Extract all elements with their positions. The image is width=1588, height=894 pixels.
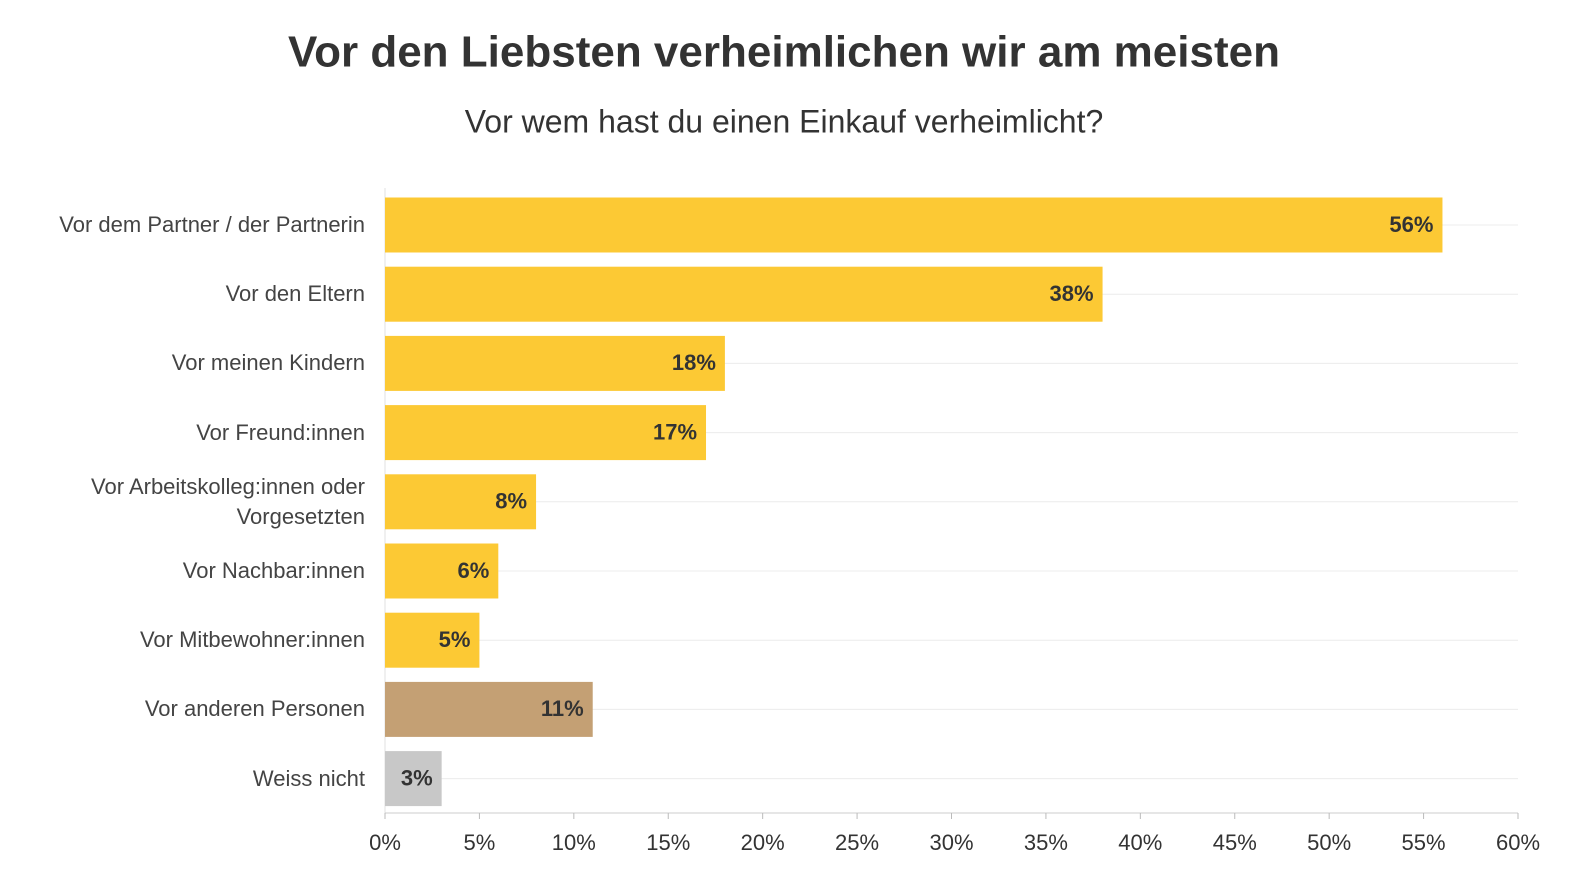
value-label: 18% [672, 350, 716, 375]
bar [385, 335, 725, 391]
y-tick-label: Vor meinen Kindern [171, 350, 365, 376]
bar [385, 612, 480, 668]
bar [385, 197, 1443, 253]
value-label: 5% [439, 627, 471, 652]
y-tick-label: Vor den Eltern [225, 281, 365, 307]
x-tick-label: 10% [552, 830, 596, 855]
y-tick-label: Vor dem Partner / der Partnerin [59, 212, 365, 237]
value-label: 38% [1050, 281, 1094, 306]
bar [385, 474, 537, 530]
bar [385, 751, 442, 807]
x-tick-label: 15% [646, 830, 690, 855]
x-tick-label: 55% [1402, 830, 1446, 855]
x-tick-label: 25% [835, 830, 879, 855]
y-tick-label: Weiss nicht [252, 765, 365, 791]
x-tick-label: 5% [464, 830, 496, 855]
value-label: 8% [495, 489, 527, 514]
x-tick-label: 45% [1213, 830, 1257, 855]
value-label: 56% [1389, 212, 1433, 237]
bar [385, 543, 499, 599]
chart-title: Vor den Liebsten verheimlichen wir am me… [288, 28, 1280, 77]
x-tick-label: 60% [1496, 830, 1540, 855]
bar [385, 266, 1103, 322]
y-tick-label: Vor Mitbewohner:innen [139, 627, 365, 653]
x-tick-label: 40% [1118, 830, 1162, 855]
value-label: 17% [653, 419, 697, 444]
value-label: 6% [458, 558, 490, 583]
y-tick-label: Vor anderen Personen [144, 696, 365, 722]
chart-subtitle: Vor wem hast du einen Einkauf verheimlic… [465, 103, 1104, 139]
value-label: 3% [401, 765, 433, 790]
y-tick-label: Vor Freund:innen [196, 419, 365, 445]
bar [385, 405, 707, 461]
x-tick-label: 50% [1307, 830, 1351, 855]
x-tick-label: 35% [1024, 830, 1068, 855]
y-tick-label: Vor Nachbar:innen [182, 558, 365, 583]
value-label: 11% [541, 696, 584, 721]
bar [385, 681, 593, 737]
y-tick-label: Vor Arbeitskolleg:innen oder Vorgesetzte… [91, 473, 365, 529]
x-tick-label: 20% [741, 830, 785, 855]
x-tick-label: 0% [369, 830, 401, 855]
x-tick-label: 30% [929, 830, 973, 855]
